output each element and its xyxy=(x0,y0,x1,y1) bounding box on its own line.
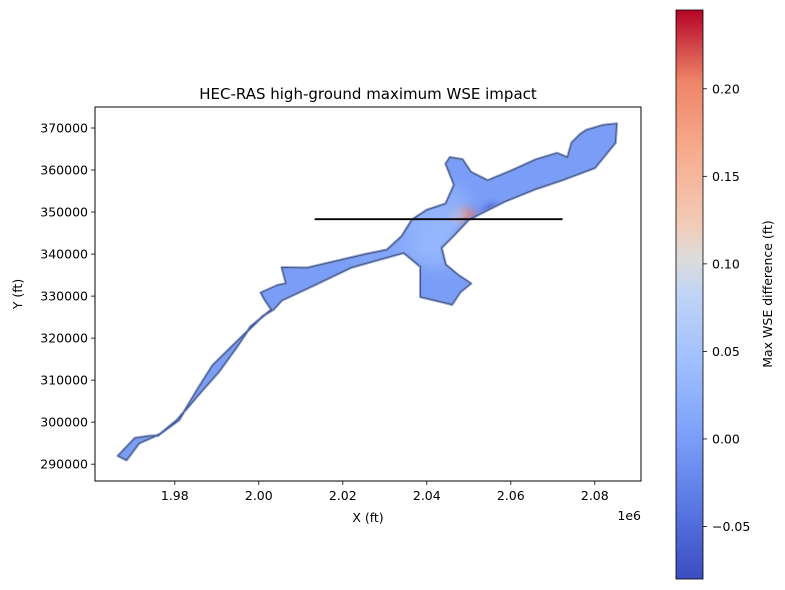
y-tick-label: 290000 xyxy=(40,457,88,472)
y-tick-label: 330000 xyxy=(40,289,88,304)
x-tick-label: 1.98 xyxy=(161,488,189,503)
outline-layer xyxy=(116,122,619,462)
colorbar xyxy=(675,9,704,580)
x-tick-label: 2.04 xyxy=(413,488,441,503)
domain-outline xyxy=(117,123,618,461)
colorbar-tick-label: −0.05 xyxy=(712,519,750,534)
x-tick-label: 2.06 xyxy=(497,488,525,503)
y-axis-label: Y (ft) xyxy=(10,279,25,310)
colorbar-tick-label: 0.05 xyxy=(712,344,740,359)
colorbar-tick-label: 0.10 xyxy=(712,256,740,271)
y-tick-label: 370000 xyxy=(40,121,88,136)
x-axis-label: X (ft) xyxy=(352,510,383,525)
y-tick-label: 310000 xyxy=(40,373,88,388)
y-tick-label: 300000 xyxy=(40,415,88,430)
x-tick-label: 2.08 xyxy=(581,488,609,503)
y-ticks: 290000 300000 310000 320000 330000 340000 3500… xyxy=(40,121,95,472)
chart-title: HEC-RAS high-ground maximum WSE impact xyxy=(199,85,537,103)
colorbar-tick-label: 0.00 xyxy=(712,431,740,446)
x-ticks: 1.98 2.00 2.02 2.04 2.06 2.08 xyxy=(161,481,609,503)
colorbar-label: Max WSE difference (ft) xyxy=(760,220,775,368)
colorbar-ticks: −0.05 0.00 0.05 0.10 0.15 0.20 xyxy=(703,81,750,534)
colorbar-tick-label: 0.15 xyxy=(712,169,740,184)
y-tick-label: 340000 xyxy=(40,247,88,262)
y-tick-label: 350000 xyxy=(40,205,88,220)
colorbar-tick-label: 0.20 xyxy=(712,81,740,96)
y-tick-label: 360000 xyxy=(40,163,88,178)
x-tick-label: 2.02 xyxy=(329,488,357,503)
axes-frame xyxy=(94,106,642,482)
y-tick-label: 320000 xyxy=(40,331,88,346)
x-axis-offset-label: 1e6 xyxy=(617,508,641,523)
x-tick-label: 2.00 xyxy=(245,488,273,503)
